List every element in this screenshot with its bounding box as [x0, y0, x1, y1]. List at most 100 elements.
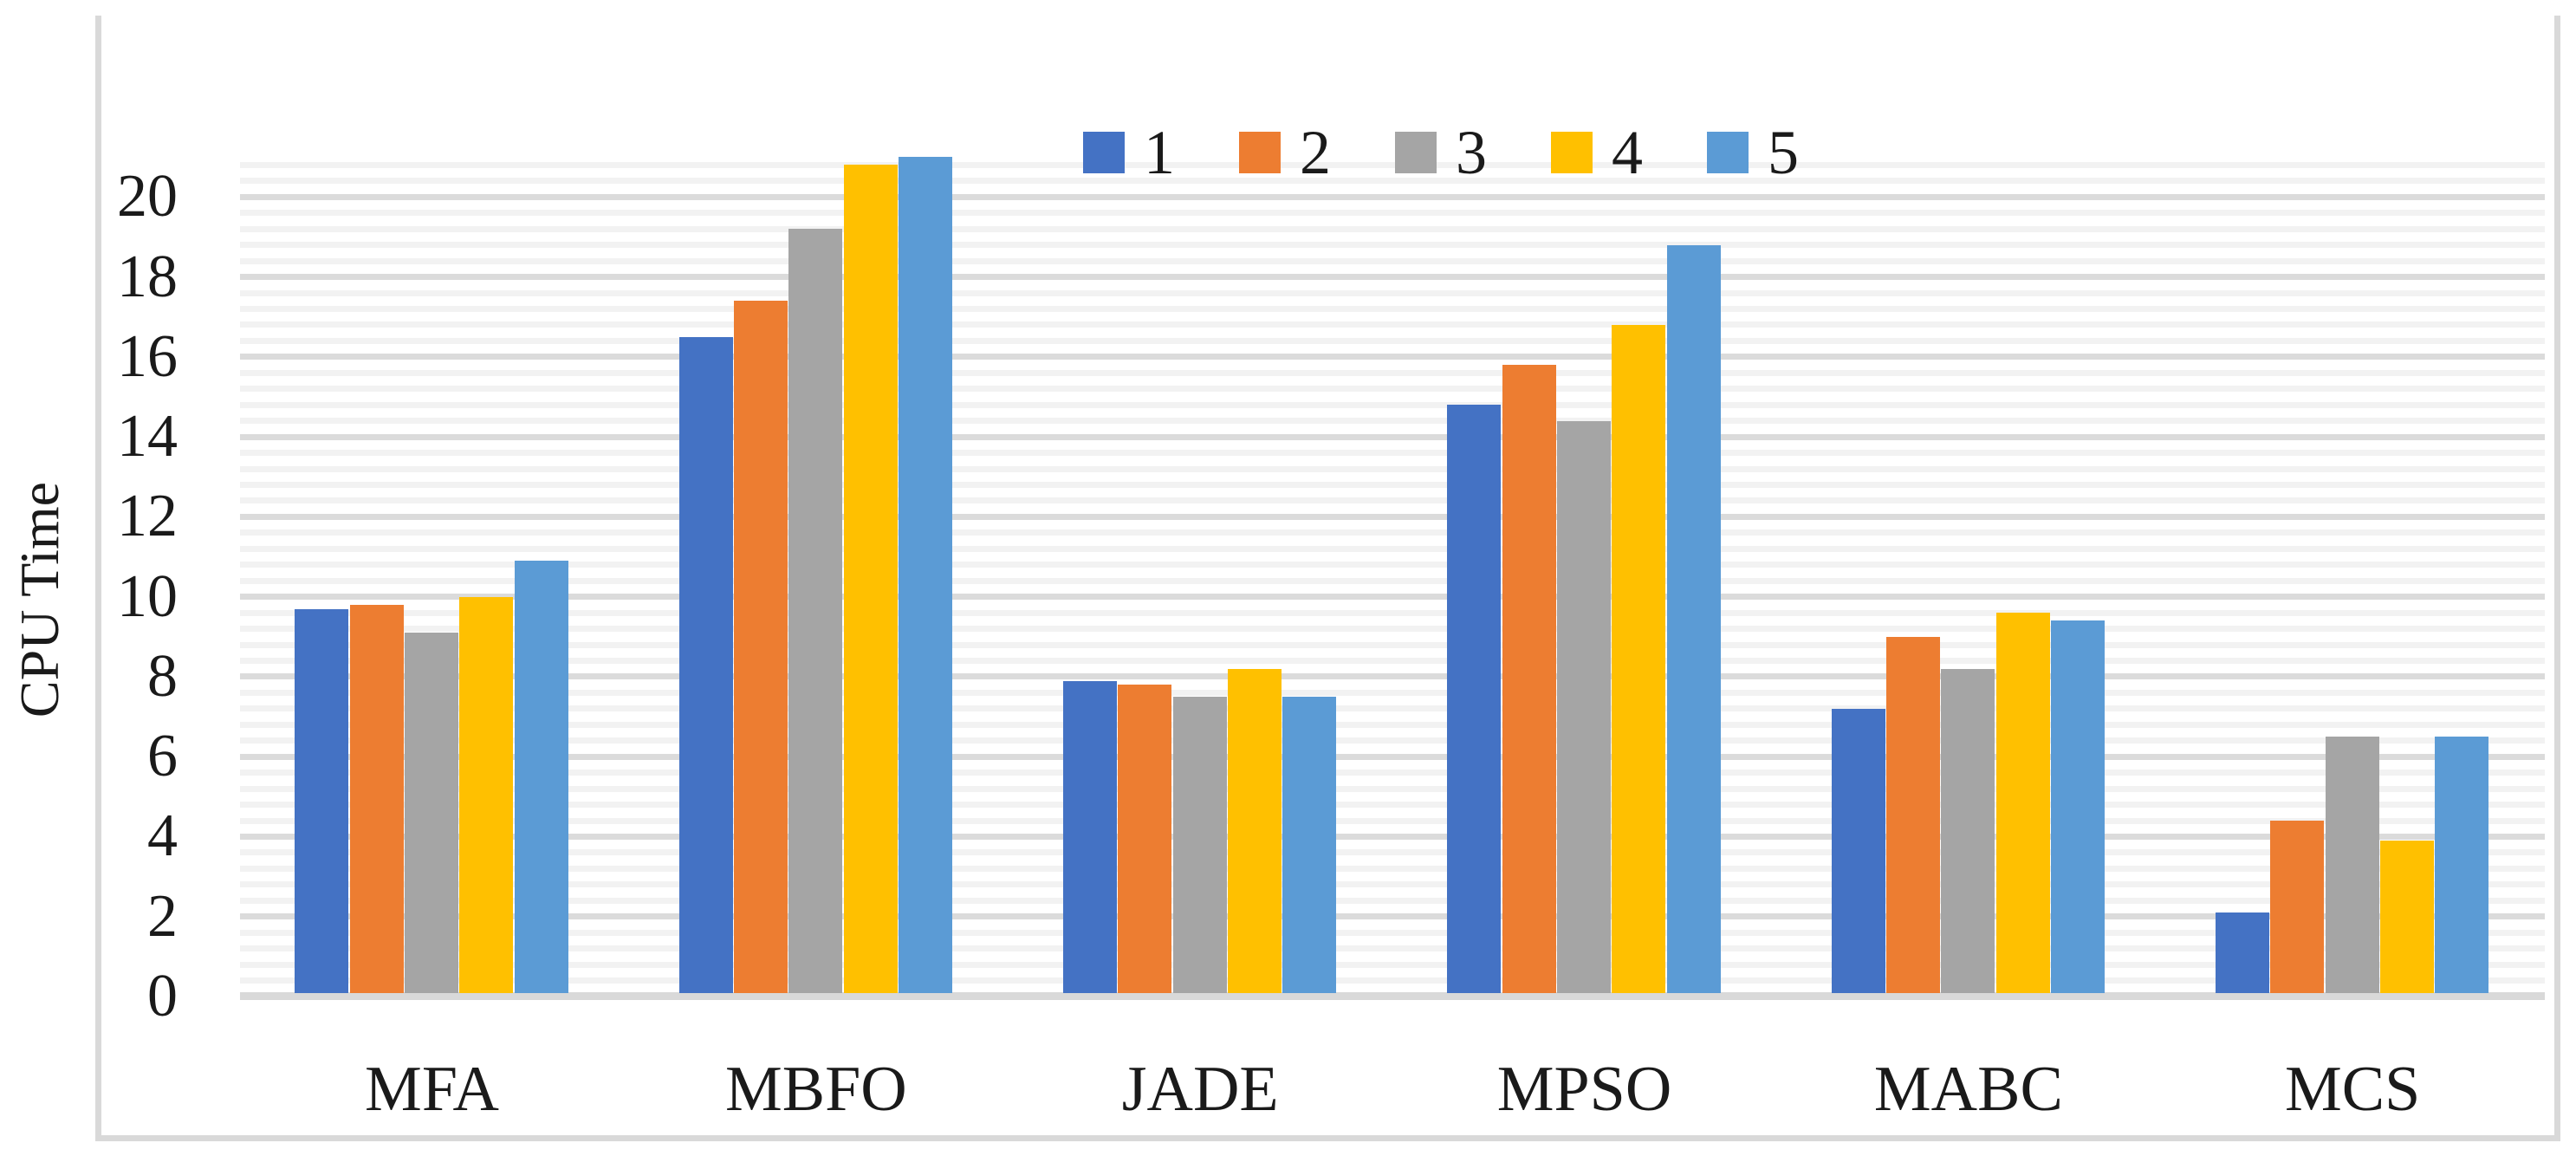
y-tick-label: 8 — [147, 642, 178, 710]
bar-MPSO-series-1 — [1447, 405, 1502, 993]
chart-frame — [95, 16, 2560, 1141]
minor-gridline — [240, 626, 2545, 633]
x-category-label: MBFO — [724, 1054, 907, 1125]
bar-MCS-series-1 — [2215, 912, 2269, 993]
minor-gridline — [240, 929, 2545, 936]
bar-JADE-series-2 — [1118, 685, 1172, 993]
major-gridline — [240, 753, 2545, 760]
bar-MBFO-series-2 — [733, 301, 788, 993]
bar-MPSO-series-2 — [1502, 365, 1556, 993]
minor-gridline — [240, 289, 2545, 296]
minor-gridline — [240, 418, 2545, 425]
legend-label: 5 — [1768, 118, 1799, 187]
minor-gridline — [240, 225, 2545, 232]
y-tick-label: 0 — [147, 963, 178, 1029]
y-tick-label: 2 — [147, 882, 178, 950]
minor-gridline — [240, 657, 2545, 664]
bar-MPSO-series-4 — [1612, 324, 1666, 993]
minor-gridline — [240, 178, 2545, 185]
y-tick-label: 10 — [117, 562, 178, 630]
legend-label: 3 — [1456, 118, 1487, 187]
bar-MFA-series-4 — [459, 596, 514, 993]
major-gridline — [240, 513, 2545, 520]
plot-area — [240, 149, 2545, 1000]
bar-MABC-series-2 — [1885, 636, 1940, 993]
bar-MBFO-series-4 — [843, 165, 898, 993]
legend-item: 3 — [1395, 121, 1487, 184]
legend-item: 5 — [1707, 121, 1799, 184]
bar-MCS-series-5 — [2435, 737, 2489, 993]
minor-gridline — [240, 609, 2545, 616]
bar-MCS-series-2 — [2270, 821, 2325, 993]
legend-swatch — [1083, 132, 1125, 173]
minor-gridline — [240, 386, 2545, 393]
minor-gridline — [240, 802, 2545, 809]
bar-MBFO-series-1 — [678, 336, 733, 993]
bar-MCS-series-3 — [2325, 737, 2379, 993]
minor-gridline — [240, 865, 2545, 872]
legend-label: 4 — [1612, 118, 1643, 187]
minor-gridline — [240, 689, 2545, 696]
minor-gridline — [240, 257, 2545, 264]
minor-gridline — [240, 897, 2545, 904]
legend-label: 2 — [1300, 118, 1331, 187]
minor-gridline — [240, 641, 2545, 648]
bar-MBFO-series-5 — [899, 157, 953, 993]
major-gridline — [240, 433, 2545, 440]
legend-item: 4 — [1551, 121, 1643, 184]
minor-gridline — [240, 497, 2545, 504]
minor-gridline — [240, 242, 2545, 249]
legend: 1 2 3 4 5 — [1083, 111, 1863, 194]
bar-MABC-series-4 — [1995, 613, 2050, 993]
minor-gridline — [240, 161, 2545, 168]
bar-MFA-series-1 — [295, 608, 349, 993]
legend-swatch — [1551, 132, 1593, 173]
minor-gridline — [240, 465, 2545, 472]
legend-swatch — [1395, 132, 1437, 173]
minor-gridline — [240, 961, 2545, 968]
minor-gridline — [240, 337, 2545, 344]
major-gridline — [240, 193, 2545, 200]
bar-JADE-series-1 — [1062, 680, 1117, 993]
minor-gridline — [240, 401, 2545, 408]
minor-gridline — [240, 545, 2545, 552]
bar-MFA-series-2 — [349, 604, 404, 993]
minor-gridline — [240, 562, 2545, 568]
major-gridline — [240, 594, 2545, 601]
minor-gridline — [240, 450, 2545, 457]
bar-MFA-series-3 — [404, 633, 458, 993]
x-category-label: MFA — [365, 1054, 499, 1125]
y-tick-label: 20 — [117, 163, 178, 231]
y-tick-label: 12 — [117, 483, 178, 550]
minor-gridline — [240, 945, 2545, 952]
y-tick-label: 4 — [147, 802, 178, 870]
minor-gridline — [240, 881, 2545, 888]
bar-MFA-series-5 — [514, 561, 568, 993]
x-category-label: MABC — [1873, 1054, 2063, 1125]
legend-swatch — [1707, 132, 1749, 173]
major-gridline — [240, 673, 2545, 680]
minor-gridline — [240, 849, 2545, 856]
minor-gridline — [240, 577, 2545, 584]
bar-JADE-series-5 — [1282, 697, 1337, 993]
minor-gridline — [240, 210, 2545, 217]
minor-gridline — [240, 321, 2545, 328]
bar-JADE-series-3 — [1172, 697, 1227, 993]
minor-gridline — [240, 817, 2545, 824]
legend-item: 2 — [1239, 121, 1331, 184]
legend-item: 1 — [1083, 121, 1175, 184]
legend-label: 1 — [1144, 118, 1175, 187]
x-axis-baseline — [240, 992, 2545, 1000]
minor-gridline — [240, 977, 2545, 984]
bar-MCS-series-4 — [2380, 841, 2435, 993]
minor-gridline — [240, 721, 2545, 728]
minor-gridline — [240, 369, 2545, 376]
y-tick-label: 14 — [117, 403, 178, 471]
x-category-label: MCS — [2285, 1054, 2421, 1125]
major-gridline — [240, 913, 2545, 920]
bar-MBFO-series-3 — [788, 229, 843, 993]
y-tick-label: 18 — [117, 243, 178, 310]
major-gridline — [240, 274, 2545, 281]
minor-gridline — [240, 482, 2545, 488]
